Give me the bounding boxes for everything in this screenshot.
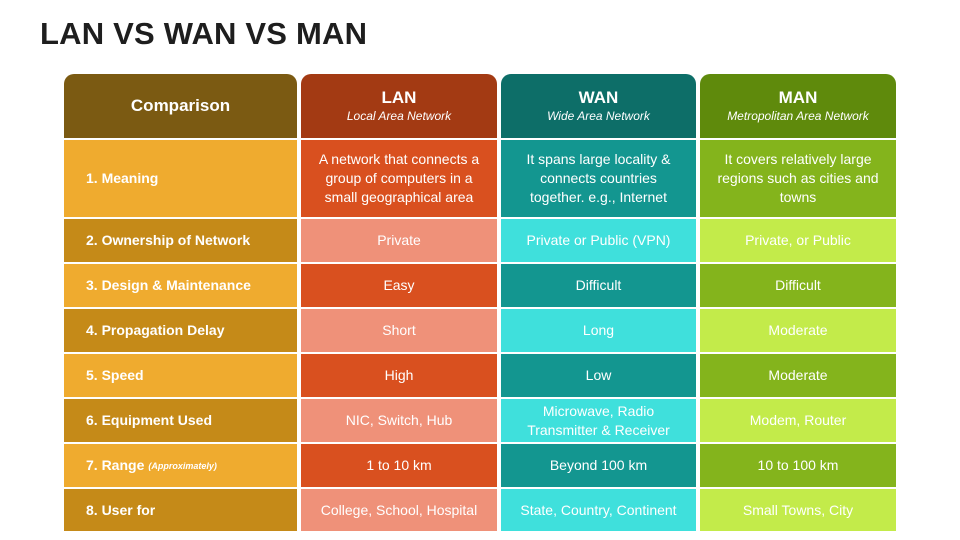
cell-lan-range: 1 to 10 km bbox=[301, 444, 497, 487]
header-lan: LAN Local Area Network bbox=[301, 74, 497, 138]
header-man: MAN Metropolitan Area Network bbox=[700, 74, 896, 138]
cell-text: NIC, Switch, Hub bbox=[345, 412, 453, 428]
header-wan: WAN Wide Area Network bbox=[501, 74, 696, 138]
cell-man-design: Difficult bbox=[700, 264, 896, 307]
cell-wan-meaning: It spans large locality & connects count… bbox=[501, 140, 696, 217]
cell-text: College, School, Hospital bbox=[320, 501, 478, 518]
cell-text: 10 to 100 km bbox=[757, 457, 839, 473]
row-label-ownership: 2. Ownership of Network bbox=[64, 219, 297, 262]
cell-text: Difficult bbox=[775, 277, 821, 293]
cell-wan-design: Difficult bbox=[501, 264, 696, 307]
page-title: LAN VS WAN VS MAN bbox=[40, 16, 368, 51]
cell-man-equipment: Modem, Router bbox=[700, 399, 896, 442]
cell-text: Long bbox=[582, 322, 615, 338]
cell-wan-speed: Low bbox=[501, 354, 696, 397]
header-man-name: MAN bbox=[778, 88, 818, 107]
cell-text: A network that connects a group of compu… bbox=[318, 151, 480, 205]
header-comparison: Comparison bbox=[64, 74, 297, 138]
row-label-text: 4. Propagation Delay bbox=[86, 322, 225, 338]
cell-text: Modem, Router bbox=[749, 412, 847, 428]
cell-text: State, Country, Continent bbox=[520, 501, 677, 518]
cell-man-speed: Moderate bbox=[700, 354, 896, 397]
cell-text: Difficult bbox=[575, 277, 622, 293]
cell-man-range: 10 to 100 km bbox=[700, 444, 896, 487]
cell-wan-ownership: Private or Public (VPN) bbox=[501, 219, 696, 262]
cell-wan-user: State, Country, Continent bbox=[501, 489, 696, 531]
row-label-text: 5. Speed bbox=[86, 367, 144, 383]
cell-lan-delay: Short bbox=[301, 309, 497, 352]
cell-text: Short bbox=[382, 322, 416, 338]
header-wan-full: Wide Area Network bbox=[547, 109, 650, 123]
cell-man-meaning: It covers relatively large regions such … bbox=[700, 140, 896, 217]
cell-text: High bbox=[384, 367, 414, 383]
cell-lan-ownership: Private bbox=[301, 219, 497, 262]
cell-wan-delay: Long bbox=[501, 309, 696, 352]
cell-text: Small Towns, City bbox=[742, 501, 854, 518]
cell-lan-user: College, School, Hospital bbox=[301, 489, 497, 531]
cell-wan-equipment: Microwave, Radio Transmitter & Receiver bbox=[501, 399, 696, 442]
row-label-equipment: 6. Equipment Used bbox=[64, 399, 297, 442]
header-lan-name: LAN bbox=[381, 88, 417, 107]
row-label-text: 2. Ownership of Network bbox=[86, 232, 251, 248]
cell-text: Microwave, Radio Transmitter & Receiver bbox=[527, 402, 670, 438]
cell-text: 1 to 10 km bbox=[366, 457, 432, 473]
cell-lan-speed: High bbox=[301, 354, 497, 397]
header-lan-full: Local Area Network bbox=[346, 109, 452, 123]
row-label-meaning: 1. Meaning bbox=[64, 140, 297, 217]
cell-text: Moderate bbox=[768, 322, 828, 338]
header-comparison-label: Comparison bbox=[130, 96, 231, 115]
row-label-user: 8. User for bbox=[64, 489, 297, 531]
cell-man-ownership: Private, or Public bbox=[700, 219, 896, 262]
cell-text: It spans large locality & connects count… bbox=[526, 151, 671, 205]
row-label-text: 8. User for bbox=[86, 501, 156, 518]
cell-text: It covers relatively large regions such … bbox=[717, 151, 879, 205]
cell-lan-equipment: NIC, Switch, Hub bbox=[301, 399, 497, 442]
row-label-text: 6. Equipment Used bbox=[86, 412, 213, 428]
cell-lan-design: Easy bbox=[301, 264, 497, 307]
row-label-text: 3. Design & Maintenance bbox=[86, 277, 251, 293]
cell-man-user: Small Towns, City bbox=[700, 489, 896, 531]
cell-text: Private or Public (VPN) bbox=[526, 232, 671, 248]
header-wan-name: WAN bbox=[578, 88, 619, 107]
header-man-full: Metropolitan Area Network bbox=[727, 109, 869, 123]
row-label-text: 7. Range bbox=[86, 457, 145, 473]
cell-text: Private bbox=[377, 232, 421, 248]
row-label-note: (Approximately) bbox=[148, 461, 217, 471]
cell-text: Low bbox=[585, 367, 612, 383]
row-label-design: 3. Design & Maintenance bbox=[64, 264, 297, 307]
cell-man-delay: Moderate bbox=[700, 309, 896, 352]
row-label-delay: 4. Propagation Delay bbox=[64, 309, 297, 352]
comparison-table: Comparison LAN Local Area Network WAN Wi… bbox=[64, 74, 896, 531]
cell-text: Moderate bbox=[768, 367, 828, 383]
row-label-speed: 5. Speed bbox=[64, 354, 297, 397]
cell-text: Beyond 100 km bbox=[549, 457, 648, 473]
cell-text: Private, or Public bbox=[745, 232, 851, 248]
row-label-text: 1. Meaning bbox=[86, 170, 159, 186]
cell-wan-range: Beyond 100 km bbox=[501, 444, 696, 487]
row-label-range: 7. Range (Approximately) bbox=[64, 444, 297, 487]
cell-text: Easy bbox=[383, 277, 415, 293]
cell-lan-meaning: A network that connects a group of compu… bbox=[301, 140, 497, 217]
